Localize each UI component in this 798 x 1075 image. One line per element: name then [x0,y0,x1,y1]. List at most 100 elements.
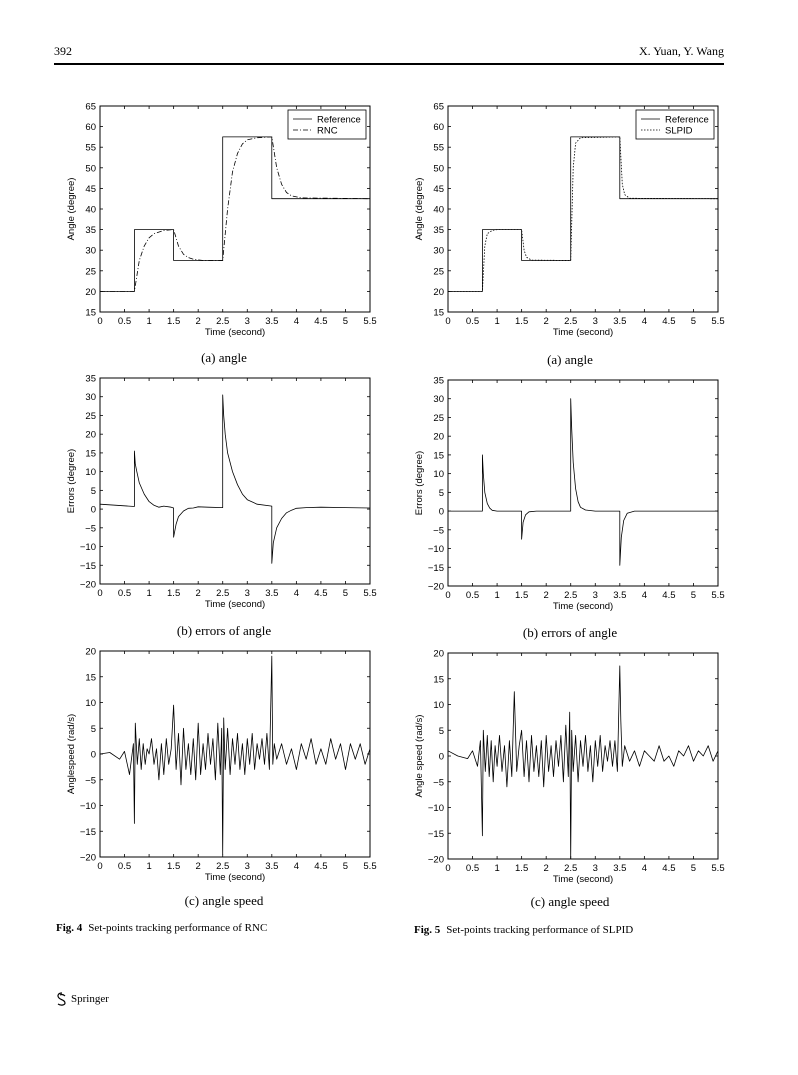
x-axis-label: Time (second) [205,872,265,883]
legend-box [635,109,715,140]
y-tick-label: 30 [433,394,444,405]
y-tick-label: 35 [433,225,444,236]
chart-fig4a: 0 0.5 1 1.5 2 2.5 3 3.5 4 4.5 5 5.5 15 20 25 30 35 40 45 50… [62,98,382,346]
x-tick-label: 2.5 [564,863,577,874]
header-rule [54,63,724,65]
x-tick-label: 4 [642,863,647,874]
x-tick-label: 3 [593,863,598,874]
y-tick-label: 20 [85,647,96,658]
y-tick-label: 0 [439,752,444,763]
y-tick-label: 25 [433,266,444,277]
y-tick-label: −20 [80,853,96,864]
y-tick-label: −10 [428,803,444,814]
y-tick-label: 30 [433,246,444,257]
subcaption-fig5b: (b) errors of angle [522,625,618,640]
y-tick-label: 30 [85,246,96,257]
series-line-data [99,394,371,564]
series-line-rnc [100,136,371,292]
figure-label: Fig. 5 [414,924,441,936]
legend-label: Reference [665,115,709,126]
x-tick-label: 3.5 [265,861,278,872]
y-tick-label: 50 [433,163,444,174]
x-tick-label: 0 [97,316,102,327]
y-tick-label: −15 [80,561,96,572]
y-tick-label: −5 [85,775,96,786]
x-tick-label: 1 [146,316,151,327]
y-tick-label: −15 [428,829,444,840]
y-tick-label: 5 [439,488,444,499]
publisher-footer: Springer [56,992,109,1006]
x-tick-label: 4.5 [662,590,675,601]
x-tick-label: 3 [593,590,598,601]
y-tick-label: 45 [85,184,96,195]
x-tick-label: 0 [97,588,102,599]
y-tick-label: 65 [433,102,444,113]
y-axis-label: Angle (degree) [414,178,425,241]
page-number: 392 [54,44,72,58]
x-tick-label: 5.5 [711,316,724,327]
x-axis-label: Time (second) [553,327,613,338]
x-tick-label: 5.5 [711,590,724,601]
x-tick-label: 1.5 [515,590,528,601]
figure-caption-fig5: Fig. 5 Set-points tracking performance of… [414,924,633,936]
y-tick-label: 35 [85,225,96,236]
x-tick-label: 4 [294,316,299,327]
y-tick-label: −20 [428,855,444,866]
y-tick-label: 15 [433,308,444,319]
x-tick-label: 3 [245,861,250,872]
x-tick-label: 3 [593,316,598,327]
y-tick-label: 5 [91,486,96,497]
legend-label: SLPID [665,126,693,137]
y-tick-label: 10 [433,469,444,480]
y-tick-label: 40 [85,205,96,216]
x-tick-label: 1.5 [167,861,180,872]
x-tick-label: 5 [343,588,348,599]
x-tick-label: 2 [196,588,201,599]
y-tick-label: 20 [85,430,96,441]
y-tick-label: 0 [439,507,444,518]
x-tick-label: 3 [245,588,250,599]
y-tick-label: 20 [433,649,444,660]
y-tick-label: 60 [433,122,444,133]
y-tick-label: 30 [85,392,96,403]
x-tick-label: 2.5 [216,588,229,599]
y-axis-label: Angle speed (rad/s) [414,715,425,798]
y-tick-label: −5 [433,777,444,788]
x-tick-label: 5.5 [363,588,376,599]
x-tick-label: 4.5 [314,588,327,599]
y-tick-label: 20 [433,287,444,298]
x-tick-label: 1 [146,861,151,872]
x-tick-label: 2.5 [564,590,577,601]
x-axis-label: Time (second) [553,601,613,612]
x-tick-label: 0 [97,861,102,872]
x-tick-label: 0 [445,590,450,601]
x-tick-label: 0.5 [466,316,479,327]
subcaption-fig4c: (c) angle speed [184,893,264,908]
subcaption-fig5c: (c) angle speed [530,894,610,909]
y-tick-label: 5 [91,724,96,735]
x-tick-label: 1 [494,316,499,327]
x-axis-label: Time (second) [205,599,265,610]
x-tick-label: 5 [691,590,696,601]
x-tick-label: 2.5 [564,316,577,327]
series-line-slpid [448,136,719,292]
x-tick-label: 1 [494,863,499,874]
y-tick-label: −10 [80,801,96,812]
publisher-name: Springer [71,993,109,1005]
y-tick-label: 20 [433,432,444,443]
y-tick-label: −20 [428,582,444,593]
x-tick-label: 1.5 [515,863,528,874]
x-tick-label: 1.5 [167,588,180,599]
x-tick-label: 3.5 [613,316,626,327]
x-tick-label: 0 [445,316,450,327]
legend-label: Reference [317,115,361,126]
x-tick-label: 1.5 [167,316,180,327]
y-tick-label: 55 [85,143,96,154]
x-tick-label: 1 [494,590,499,601]
y-tick-label: 15 [433,674,444,685]
x-tick-label: 2 [544,590,549,601]
series-line-reference [100,136,370,292]
chart-fig4c: 0 0.5 1 1.5 2 2.5 3 3.5 4 4.5 5 5.5 −20 −15 −10 −5 0 5 10 1… [62,643,382,891]
y-tick-label: 20 [85,287,96,298]
